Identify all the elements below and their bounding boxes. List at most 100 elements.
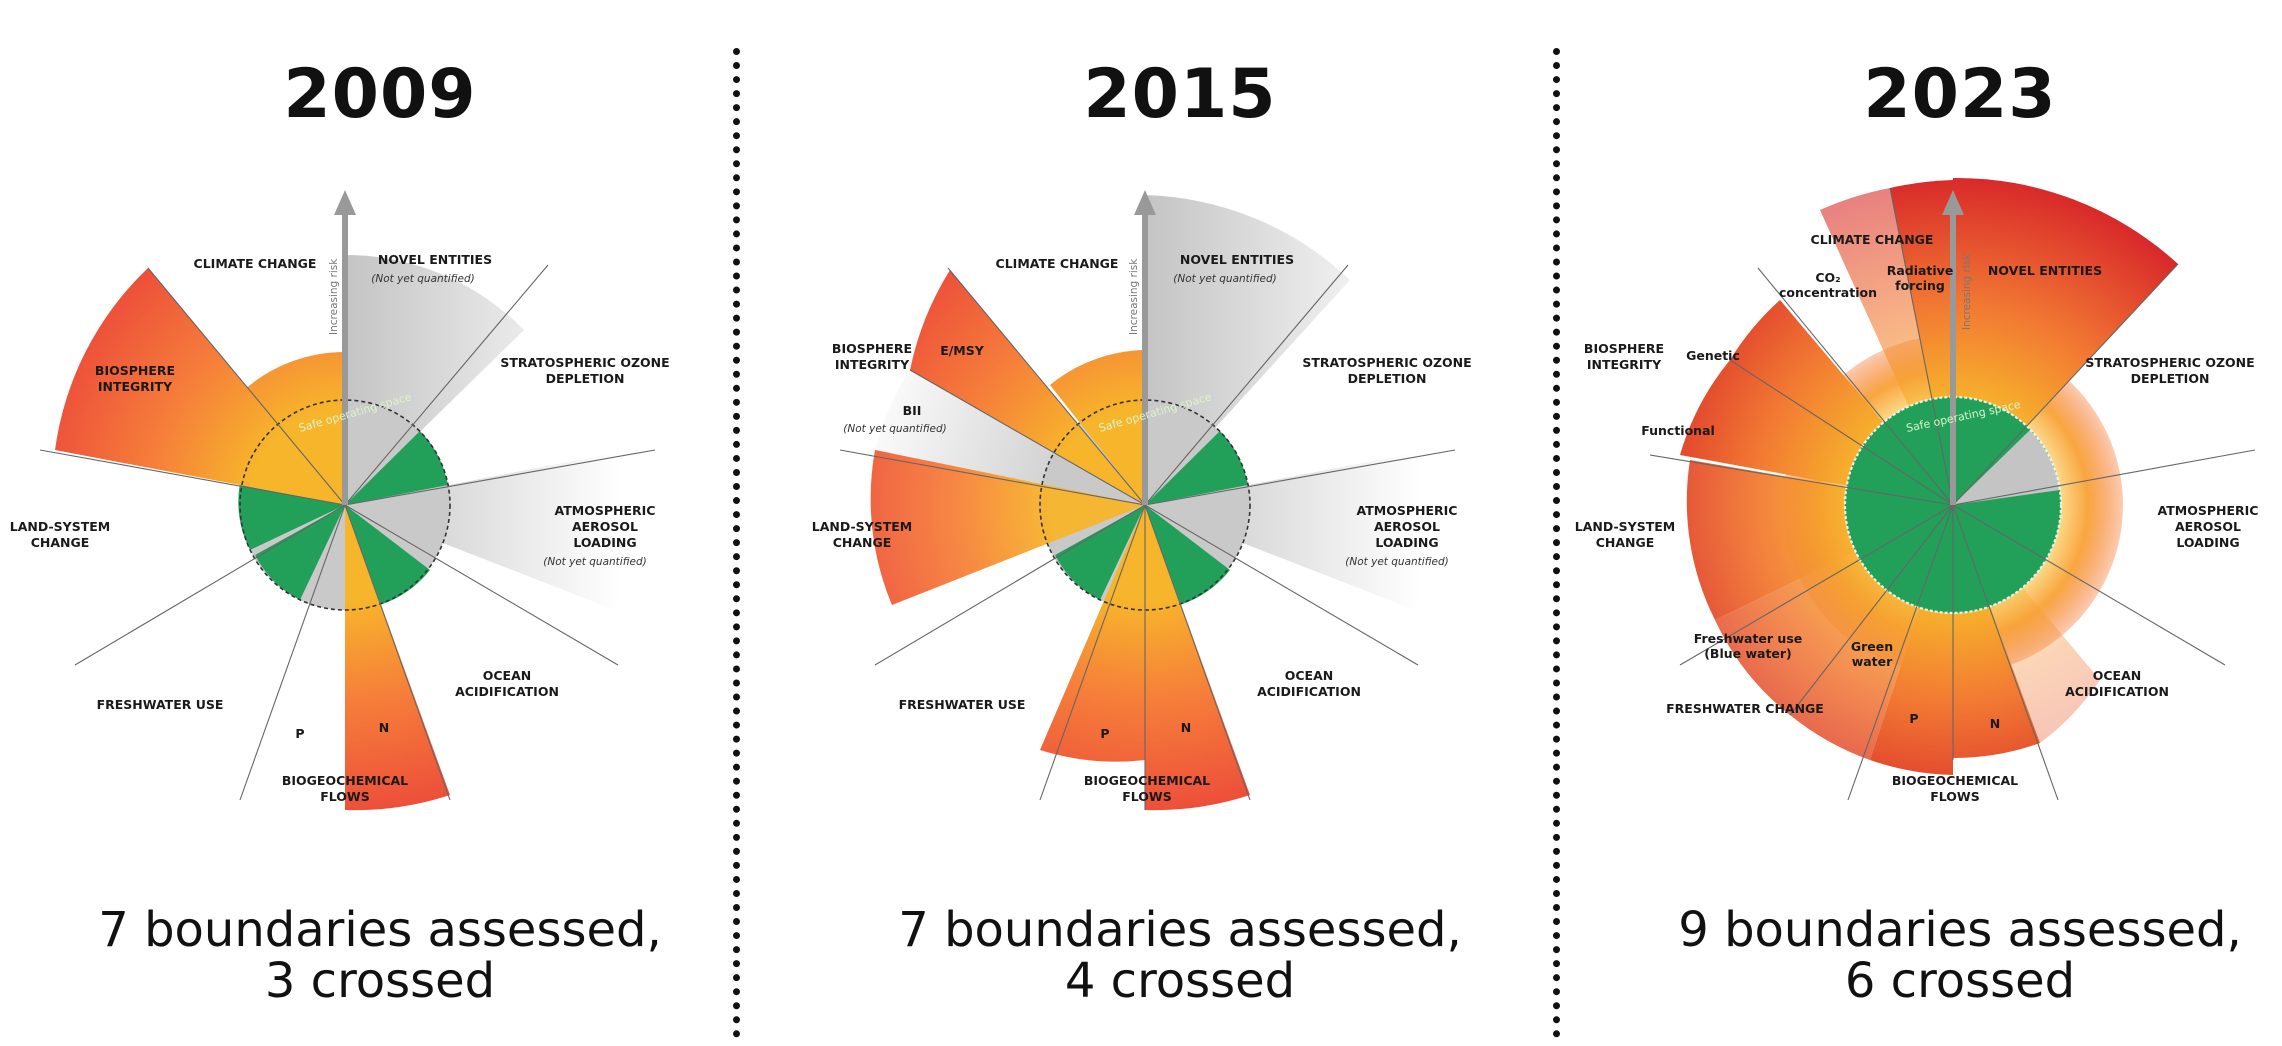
emsy-sector bbox=[910, 270, 1145, 505]
bii-note: (Not yet quantified) bbox=[843, 423, 946, 435]
ozone-safe-sector bbox=[1953, 430, 2060, 505]
nitrogen-label: N bbox=[1990, 716, 2000, 731]
land-system-label-2: CHANGE bbox=[1596, 535, 1655, 550]
aerosol-wedge bbox=[345, 450, 636, 610]
blue-water-label-1: Freshwater use bbox=[1694, 631, 1803, 646]
genetic-label: Genetic bbox=[1686, 348, 1740, 363]
blue-water-label-2: (Blue water) bbox=[1704, 646, 1792, 661]
freshwater-use-label: FRESHWATER USE bbox=[899, 697, 1026, 712]
ozone-label-1: STRATOSPHERIC OZONE bbox=[2085, 355, 2254, 370]
biogeochemical-label-2: FLOWS bbox=[320, 789, 369, 804]
land-system-label-1: LAND-SYSTEM bbox=[1575, 519, 1675, 534]
green-water-label-1: Green bbox=[1851, 639, 1893, 654]
panel-divider-right bbox=[1553, 48, 1560, 1038]
year-title: 2023 bbox=[1863, 55, 2057, 134]
caption: 9 boundaries assessed, 6 crossed bbox=[1580, 905, 2282, 1007]
ocean-label-2: ACIDIFICATION bbox=[455, 684, 559, 699]
boundaries-diagram-2015: Increasing risk Safe operating space CLI… bbox=[812, 190, 1472, 811]
ocean-label-2: ACIDIFICATION bbox=[2065, 684, 2169, 699]
caption-line-1: 7 boundaries assessed, bbox=[898, 902, 1462, 958]
sector-lines bbox=[39, 264, 656, 801]
biogeochemical-label-2: FLOWS bbox=[1930, 789, 1979, 804]
panel-2023: 2023 bbox=[1575, 0, 2282, 1046]
climate-change-label: CLIMATE CHANGE bbox=[1811, 232, 1934, 247]
safe-boundary-circle bbox=[239, 399, 451, 611]
biogeochemical-label-1: BIOGEOCHEMICAL bbox=[1084, 773, 1210, 788]
freshwater-safe-sector bbox=[1055, 505, 1145, 600]
ozone-safe-sector bbox=[345, 431, 448, 505]
biosphere-label-2: INTEGRITY bbox=[1587, 357, 1662, 372]
panel-2015: 2015 bbox=[800, 0, 1560, 1046]
green-water-label-2: water bbox=[1852, 654, 1893, 669]
ozone-label-2: DEPLETION bbox=[546, 371, 625, 386]
land-system-label-2: CHANGE bbox=[833, 535, 892, 550]
climate-change-zone bbox=[1050, 350, 1145, 505]
ozone-safe-sector bbox=[1145, 431, 1248, 505]
land-system-label-2: CHANGE bbox=[31, 535, 90, 550]
ocean-label-1: OCEAN bbox=[1285, 668, 1333, 683]
biosphere-label-1: BIOSPHERE bbox=[832, 341, 912, 356]
novel-entities-note: (Not yet quantified) bbox=[371, 273, 474, 285]
emsy-label: E/MSY bbox=[940, 343, 985, 358]
caption-line-2: 6 crossed bbox=[1844, 953, 2076, 1009]
co2-label-1: CO₂ bbox=[1815, 270, 1840, 285]
ocean-label-2: ACIDIFICATION bbox=[1257, 684, 1361, 699]
ozone-label-2: DEPLETION bbox=[1348, 371, 1427, 386]
bii-label: BII bbox=[903, 403, 922, 418]
land-system-label-1: LAND-SYSTEM bbox=[10, 519, 110, 534]
risk-arrow-head bbox=[334, 190, 356, 215]
aerosol-label-1: ATMOSPHERIC bbox=[555, 503, 656, 518]
aerosol-label-1: ATMOSPHERIC bbox=[2158, 503, 2259, 518]
phosphorus-label: P bbox=[1909, 711, 1918, 726]
freshwater-use-label: FRESHWATER USE bbox=[97, 697, 224, 712]
caption: 7 boundaries assessed, 3 crossed bbox=[0, 905, 760, 1007]
phosphorus-label: P bbox=[1100, 726, 1109, 741]
nitrogen-sector bbox=[345, 505, 450, 811]
phosphorus-sector bbox=[1040, 505, 1145, 762]
aerosol-label-3: LOADING bbox=[2176, 535, 2239, 550]
freshwater-safe-sector bbox=[255, 505, 345, 600]
aerosol-label-1: ATMOSPHERIC bbox=[1357, 503, 1458, 518]
caption: 7 boundaries assessed, 4 crossed bbox=[800, 905, 1560, 1007]
caption-line-1: 9 boundaries assessed, bbox=[1678, 902, 2242, 958]
nitrogen-label: N bbox=[379, 720, 389, 735]
climate-change-label: CLIMATE CHANGE bbox=[996, 256, 1119, 271]
land-system-zone bbox=[870, 450, 1145, 605]
novel-entities-label: NOVEL ENTITIES bbox=[1180, 252, 1294, 267]
nitrogen-sector bbox=[1145, 505, 1250, 811]
aerosol-note: (Not yet quantified) bbox=[543, 556, 646, 568]
boundaries-diagram-2009: Increasing risk Safe operating space CLI… bbox=[10, 190, 670, 811]
sector-lines bbox=[839, 264, 1456, 810]
ozone-label-1: STRATOSPHERIC OZONE bbox=[500, 355, 669, 370]
risk-arrow-head bbox=[1134, 190, 1156, 215]
novel-entities-note: (Not yet quantified) bbox=[1173, 273, 1276, 285]
phosphorus-label: P bbox=[295, 726, 304, 741]
biogeochemical-label-1: BIOGEOCHEMICAL bbox=[282, 773, 408, 788]
panel-2009: 2009 bbox=[0, 0, 760, 1046]
safe-boundary-circle bbox=[1843, 395, 2063, 615]
radiative-label-2: forcing bbox=[1895, 278, 1945, 293]
ozone-label-2: DEPLETION bbox=[2131, 371, 2210, 386]
radiative-label-1: Radiative bbox=[1887, 263, 1954, 278]
biogeochemical-label-1: BIOGEOCHEMICAL bbox=[1892, 773, 2018, 788]
novel-entities-label: NOVEL ENTITIES bbox=[1988, 263, 2102, 278]
caption-line-1: 7 boundaries assessed, bbox=[98, 902, 662, 958]
risk-arrow-head bbox=[1942, 190, 1964, 215]
novel-entities-label: NOVEL ENTITIES bbox=[378, 252, 492, 267]
year-title: 2009 bbox=[283, 55, 477, 134]
functional-label: Functional bbox=[1641, 423, 1715, 438]
climate-change-label: CLIMATE CHANGE bbox=[194, 256, 317, 271]
land-system-label-1: LAND-SYSTEM bbox=[812, 519, 912, 534]
freshwater-change-label: FRESHWATER CHANGE bbox=[1666, 701, 1824, 716]
aerosol-wedge bbox=[1145, 450, 1436, 610]
year-title: 2015 bbox=[1083, 55, 1277, 134]
biosphere-integrity-sector bbox=[55, 268, 345, 505]
biosphere-label-1: BIOSPHERE bbox=[1584, 341, 1664, 356]
sector-lines bbox=[1649, 187, 2256, 801]
biosphere-label-1: BIOSPHERE bbox=[95, 363, 175, 378]
biogeochemical-label-2: FLOWS bbox=[1122, 789, 1171, 804]
caption-line-2: 3 crossed bbox=[264, 953, 496, 1009]
ozone-label-1: STRATOSPHERIC OZONE bbox=[1302, 355, 1471, 370]
boundaries-diagram-2023: Increasing risk Safe operating space CLI… bbox=[1575, 177, 2259, 804]
aerosol-label-3: LOADING bbox=[573, 535, 636, 550]
